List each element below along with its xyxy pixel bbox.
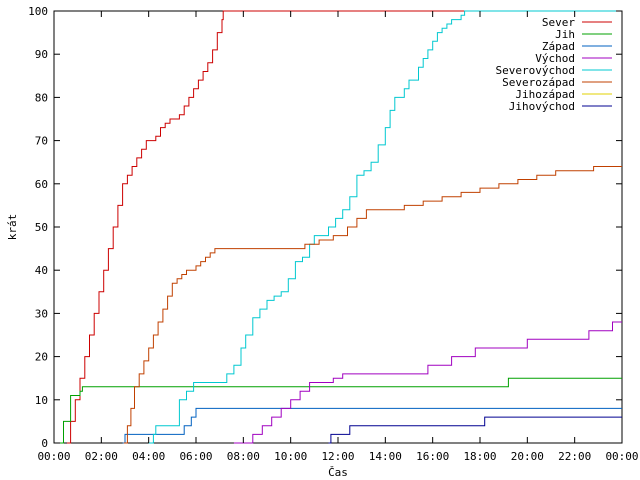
series-line-3: [233, 321, 622, 444]
y-tick-label: 60: [35, 178, 48, 191]
y-tick-label: 0: [41, 437, 48, 450]
y-axis-title: krát: [6, 214, 19, 241]
x-tick-label: 08:00: [227, 450, 260, 463]
x-tick-label: 18:00: [463, 450, 496, 463]
y-tick-label: 80: [35, 91, 48, 104]
y-tick-label: 20: [35, 351, 48, 364]
y-tick-label: 70: [35, 135, 48, 148]
legend-label: Sever: [542, 16, 575, 29]
legend-label: Západ: [542, 40, 575, 53]
y-tick-label: 10: [35, 394, 48, 407]
x-tick-label: 16:00: [416, 450, 449, 463]
y-tick-label: 50: [35, 221, 48, 234]
series-line-2: [122, 407, 622, 444]
x-tick-label: 22:00: [558, 450, 591, 463]
legend-label: Jih: [555, 28, 575, 41]
x-tick-label: 04:00: [132, 450, 165, 463]
y-tick-label: 100: [28, 5, 48, 18]
legend-label: Jihozápad: [515, 88, 575, 101]
x-tick-label: 12:00: [321, 450, 354, 463]
legend-label: Severovýchod: [496, 64, 575, 77]
series-line-5: [123, 166, 622, 444]
series-group: [57, 10, 622, 444]
series-line-0: [67, 10, 622, 444]
legend: SeverJihZápadVýchodSeverovýchodSeverozáp…: [496, 16, 612, 113]
x-tick-label: 06:00: [179, 450, 212, 463]
y-tick-label: 90: [35, 48, 48, 61]
y-tick-label: 30: [35, 307, 48, 320]
legend-label: Severozápad: [502, 76, 575, 89]
x-tick-label: 00:00: [37, 450, 70, 463]
x-tick-label: 00:00: [605, 450, 638, 463]
series-line-7: [328, 416, 622, 444]
series-line-4: [148, 10, 622, 444]
y-tick-label: 40: [35, 264, 48, 277]
legend-label: Jihovýchod: [509, 100, 575, 113]
x-tick-label: 14:00: [369, 450, 402, 463]
x-tick-label: 20:00: [511, 450, 544, 463]
x-tick-label: 10:00: [274, 450, 307, 463]
series-line-1: [57, 377, 622, 444]
x-tick-label: 02:00: [85, 450, 118, 463]
legend-label: Východ: [535, 52, 575, 65]
ticks-group: 0 10 20 30 40 50 60 70 80 90 100 00:00 02:00 04:00 06:…: [28, 5, 638, 463]
x-axis-title: Čas: [328, 466, 348, 479]
